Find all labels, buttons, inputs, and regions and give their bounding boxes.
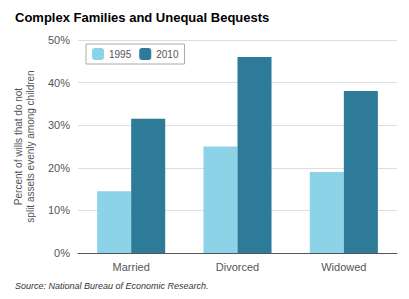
- svg-text:Married: Married: [113, 261, 150, 273]
- svg-text:Source: National Bureau of Eco: Source: National Bureau of Economic Rese…: [15, 281, 209, 291]
- svg-text:20%: 20%: [48, 162, 70, 174]
- svg-text:Divorced: Divorced: [216, 261, 259, 273]
- svg-text:Widowed: Widowed: [321, 261, 366, 273]
- svg-text:10%: 10%: [48, 204, 70, 216]
- svg-text:Complex Families and Unequal B: Complex Families and Unequal Bequests: [15, 10, 269, 25]
- svg-text:split assets evenly among chil: split assets evenly among children: [25, 70, 36, 222]
- svg-text:50%: 50%: [48, 34, 70, 46]
- svg-text:2010: 2010: [156, 49, 179, 60]
- svg-text:30%: 30%: [48, 119, 70, 131]
- svg-text:1995: 1995: [109, 49, 132, 60]
- svg-text:Percent of wills that do not: Percent of wills that do not: [13, 88, 24, 206]
- svg-text:40%: 40%: [48, 77, 70, 89]
- svg-text:0%: 0%: [54, 247, 70, 259]
